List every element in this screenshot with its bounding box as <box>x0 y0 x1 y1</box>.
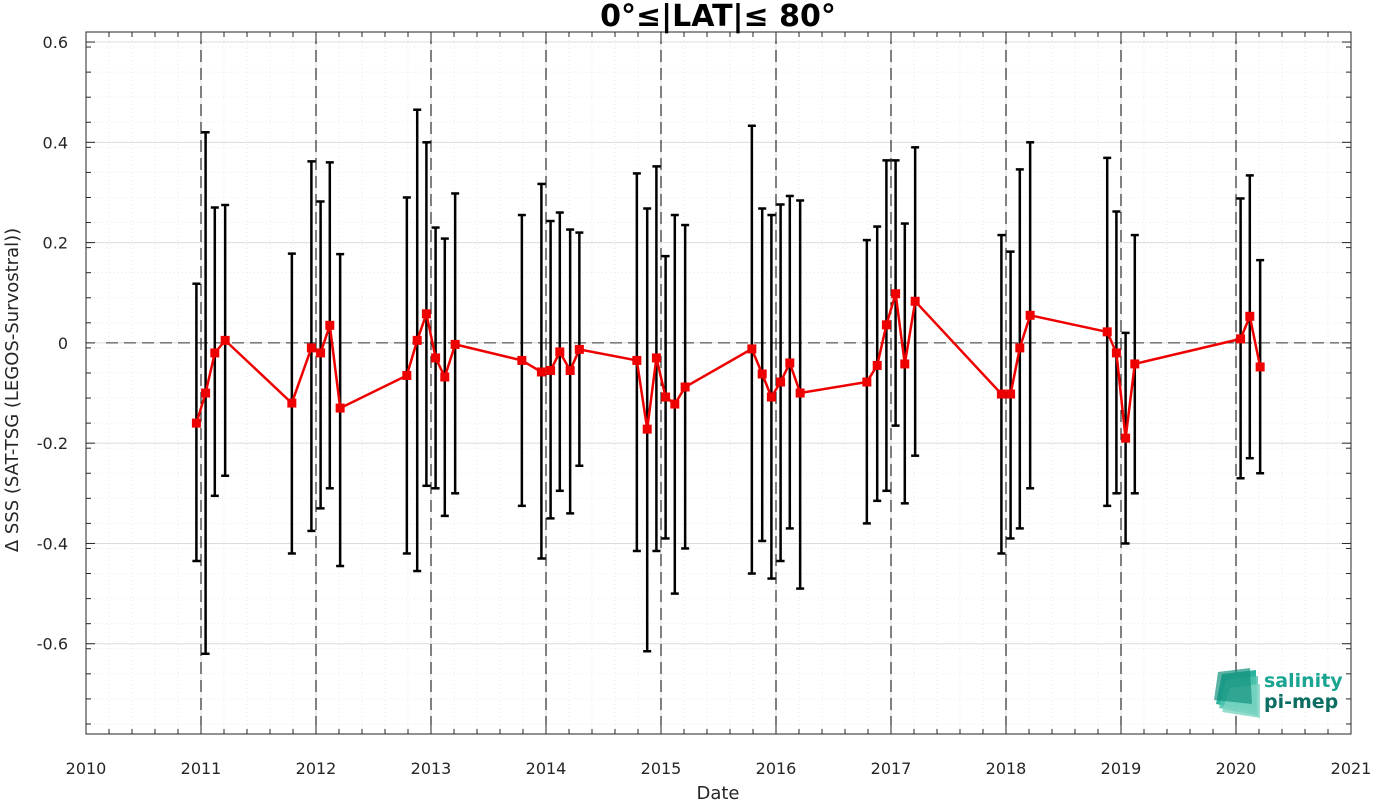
data-point <box>670 399 680 409</box>
data-point <box>1130 359 1140 369</box>
x-tick-label: 2016 <box>756 759 797 778</box>
y-tick-label: 0 <box>58 334 68 353</box>
data-point <box>1102 327 1112 337</box>
data-point <box>680 382 690 392</box>
data-point <box>757 369 767 379</box>
data-point <box>325 320 335 330</box>
x-tick-label: 2015 <box>641 759 682 778</box>
x-tick-label: 2017 <box>871 759 912 778</box>
data-point <box>632 355 642 365</box>
data-point <box>881 320 891 330</box>
data-point <box>910 296 920 306</box>
chart-title: 0°≤|LAT|≤ 80° <box>600 0 836 34</box>
data-point <box>891 289 901 299</box>
data-point <box>316 348 326 358</box>
data-point <box>431 353 441 363</box>
x-tick-label: 2021 <box>1331 759 1372 778</box>
data-point <box>546 365 556 375</box>
data-point <box>747 344 757 354</box>
data-point <box>1121 433 1131 443</box>
data-point <box>900 359 910 369</box>
data-point <box>191 418 201 428</box>
y-tick-label: -0.6 <box>37 635 68 654</box>
year-divider-lines <box>200 32 1237 734</box>
data-point <box>287 398 297 408</box>
logo-text-salinity: salinity <box>1264 670 1343 692</box>
y-tick-label: -0.4 <box>37 534 68 553</box>
data-point <box>776 377 786 387</box>
data-point <box>421 309 431 319</box>
data-point <box>766 392 776 402</box>
x-tick-label: 2010 <box>66 759 107 778</box>
data-point <box>1236 334 1246 344</box>
data-point <box>785 358 795 368</box>
data-point <box>795 388 805 398</box>
data-point <box>440 372 450 382</box>
data-point <box>412 335 422 345</box>
y-tick-labels: 0.6 0.4 0.2 0 -0.2 -0.4 -0.6 <box>37 33 68 654</box>
data-point <box>555 347 565 357</box>
x-tick-label: 2019 <box>1101 759 1142 778</box>
data-point <box>862 377 872 387</box>
data-point <box>220 335 230 345</box>
plot-frame <box>85 31 1352 735</box>
salinity-pi-mep-logo: salinity pi-mep <box>1214 668 1343 718</box>
data-point <box>872 360 882 370</box>
x-tick-labels: 2010 2011 2012 2013 2014 2015 2016 2017 2018 2019… <box>66 759 1372 778</box>
data-point <box>1006 389 1016 399</box>
x-tick-label: 2011 <box>181 759 222 778</box>
logo-text-pi-mep: pi-mep <box>1264 691 1338 713</box>
data-point <box>201 388 211 398</box>
series-markers <box>191 289 1265 443</box>
data-point <box>306 343 316 353</box>
y-tick-label: 0.4 <box>43 133 68 152</box>
data-point <box>536 367 546 377</box>
y-axis-label: Δ SSS (SAT-TSG (LEGOS-Survostral)) <box>2 228 23 552</box>
x-axis-label: Date <box>696 783 739 801</box>
series-line <box>195 293 1262 439</box>
data-point <box>210 348 220 358</box>
y-tick-label: 0.2 <box>43 234 68 253</box>
data-point <box>996 389 1006 399</box>
data-point <box>574 344 584 354</box>
data-point <box>450 339 460 349</box>
x-tick-label: 2013 <box>411 759 452 778</box>
data-point <box>1025 310 1035 320</box>
x-tick-label: 2012 <box>296 759 337 778</box>
data-point <box>517 355 527 365</box>
axis-ticks <box>85 32 1352 734</box>
data-point <box>335 403 345 413</box>
data-point <box>1245 311 1255 321</box>
data-point <box>402 370 412 380</box>
data-point <box>1015 343 1025 353</box>
y-tick-label: 0.6 <box>43 33 68 52</box>
data-point <box>661 392 671 402</box>
x-tick-label: 2020 <box>1216 759 1257 778</box>
data-point <box>565 365 575 375</box>
x-tick-label: 2018 <box>986 759 1027 778</box>
data-point <box>1111 348 1121 358</box>
plot-background <box>86 32 1351 734</box>
x-tick-label: 2014 <box>526 759 567 778</box>
data-point <box>651 353 661 363</box>
y-tick-label: -0.2 <box>37 434 68 453</box>
data-point <box>1255 362 1265 372</box>
data-point <box>642 424 652 434</box>
logo-waves-icon <box>1214 668 1260 718</box>
